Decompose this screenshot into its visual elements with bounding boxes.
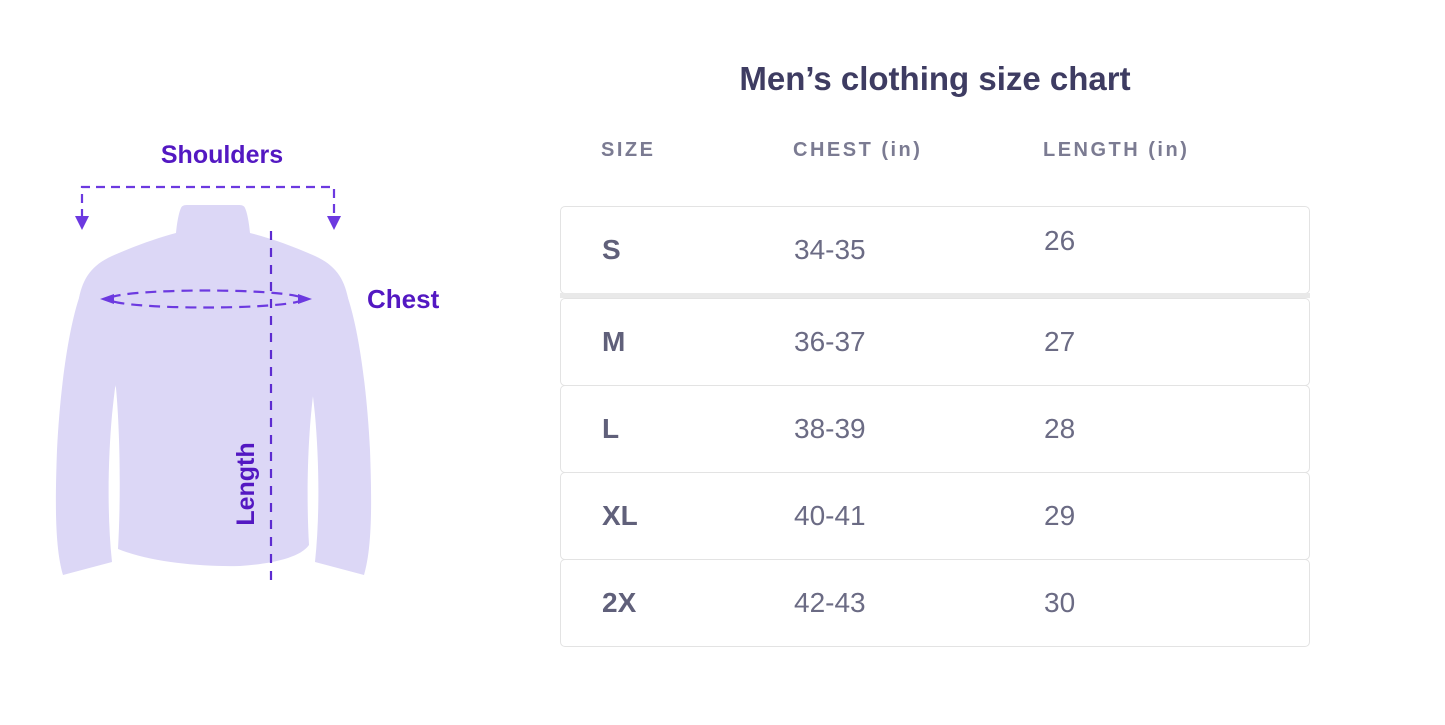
shirt-silhouette — [55, 205, 372, 575]
length-cell: 29 — [1044, 500, 1076, 531]
chest-label: Chest — [367, 284, 440, 314]
column-header-length: LENGTH (in) — [1043, 139, 1190, 161]
length-cell: 26 — [1044, 225, 1076, 256]
table-row-m: M 36-37 27 — [560, 298, 1310, 386]
size-cell: S — [602, 234, 621, 265]
table-row-s: S 34-35 26 — [560, 206, 1310, 294]
length-cell: 30 — [1044, 587, 1076, 618]
chest-cell: 34-35 — [794, 234, 866, 265]
chest-cell: 40-41 — [794, 500, 866, 531]
row-divider — [560, 293, 1310, 298]
column-header-chest: CHEST (in) — [793, 139, 923, 161]
table-row-xl: XL 40-41 29 — [560, 472, 1310, 560]
column-header-size: SIZE — [601, 139, 656, 161]
length-cell: 27 — [1044, 326, 1076, 357]
size-cell: XL — [602, 500, 638, 531]
size-cell: 2X — [602, 587, 637, 618]
chest-cell: 42-43 — [794, 587, 866, 618]
size-cell: M — [602, 326, 626, 357]
chest-cell: 38-39 — [794, 413, 866, 444]
length-label: Length — [232, 442, 260, 526]
size-table: S 34-35 26 M 36-37 27 L 38-39 28 XL 40-4… — [560, 206, 1310, 647]
table-row-2x: 2X 42-43 30 — [560, 559, 1310, 647]
chest-cell: 36-37 — [794, 326, 866, 357]
page-title: Men’s clothing size chart — [739, 60, 1131, 97]
shirt-illustration — [55, 185, 372, 583]
table-row-l: L 38-39 28 — [560, 385, 1310, 473]
chest-measure-ellipse — [100, 289, 312, 309]
shoulders-measure-arrow — [75, 185, 341, 230]
length-cell: 28 — [1044, 413, 1076, 444]
shoulders-label: Shoulders — [160, 141, 284, 169]
table-header-row: SIZE CHEST (in) LENGTH (in) — [560, 139, 1310, 162]
size-cell: L — [602, 413, 620, 444]
